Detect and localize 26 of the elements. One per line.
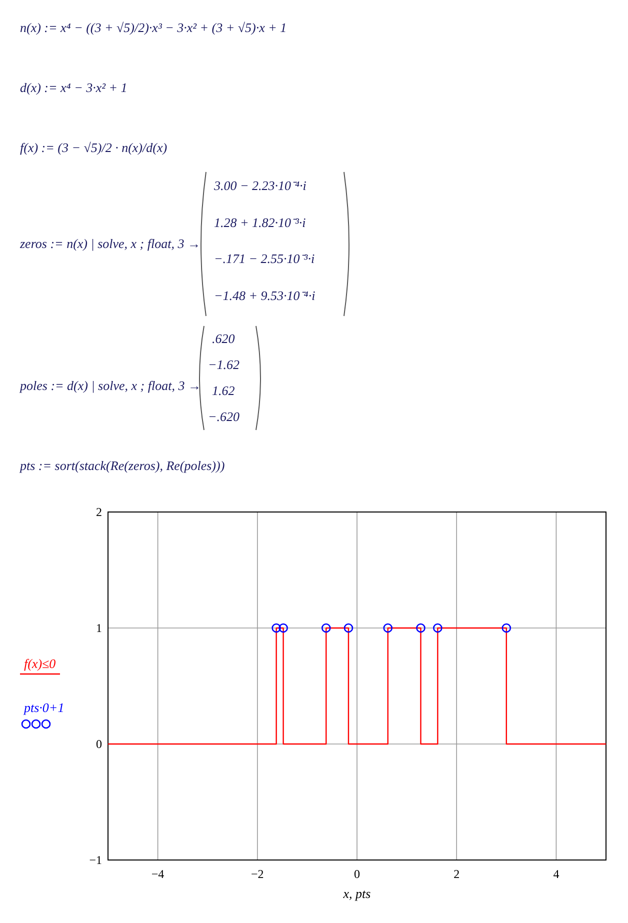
x-tick-label: −4	[151, 867, 164, 881]
text: −1.48 + 9.53·10⁻⁴·i	[214, 288, 316, 303]
y-tick-label: 0	[96, 737, 102, 751]
text: f(x) := (3 − √5)/2 · n(x)/d(x)	[20, 140, 168, 155]
x-tick-label: −2	[251, 867, 264, 881]
x-tick-label: 2	[454, 867, 460, 881]
text: −.171 − 2.55·10⁻³·i	[214, 251, 315, 266]
text: pts := sort(stack(Re(zeros), Re(poles)))	[19, 458, 225, 473]
text: poles := d(x) | solve, x ; float, 3 →	[19, 378, 201, 393]
x-axis-title: x, pts	[342, 886, 371, 901]
text: pts·0+1	[23, 700, 64, 715]
y-tick-label: 1	[96, 621, 102, 635]
text: −1.62	[208, 357, 240, 372]
text: f(x)≤0	[24, 656, 56, 671]
text: 3.00 − 2.23·10⁻⁴·i	[213, 178, 307, 193]
text: d(x) := x⁴ − 3·x² + 1	[20, 80, 128, 95]
x-tick-label: 4	[553, 867, 560, 881]
text: n(x) := x⁴ − ((3 + √5)/2)·x³ − 3·x² + (3 + √5)·x + 1	[20, 20, 287, 35]
x-tick-label: 0	[354, 867, 360, 881]
y-tick-label: −1	[89, 853, 102, 867]
text: zeros := n(x) | solve, x ; float, 3 →	[19, 236, 200, 251]
text: 1.28 + 1.82·10⁻³·i	[214, 215, 306, 230]
text: .620	[212, 331, 236, 346]
text: −.620	[208, 409, 240, 424]
y-tick-label: 2	[96, 505, 102, 519]
text: 1.62	[212, 383, 236, 398]
